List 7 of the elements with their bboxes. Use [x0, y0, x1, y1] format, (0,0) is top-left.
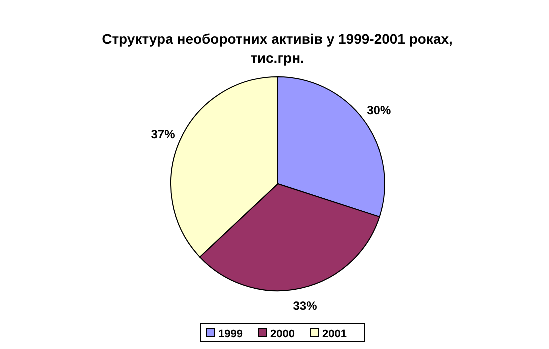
data-label: 30%	[367, 104, 392, 118]
legend-label: 2001	[322, 328, 347, 340]
data-label: 37%	[151, 127, 176, 142]
data-label: 33%	[293, 298, 318, 313]
legend-label: 2000	[270, 328, 295, 340]
chart-title: Структура необоротних активів у 1999-2001 роках, тис.грн.	[102, 31, 453, 66]
legend-label: 1999	[218, 328, 243, 340]
